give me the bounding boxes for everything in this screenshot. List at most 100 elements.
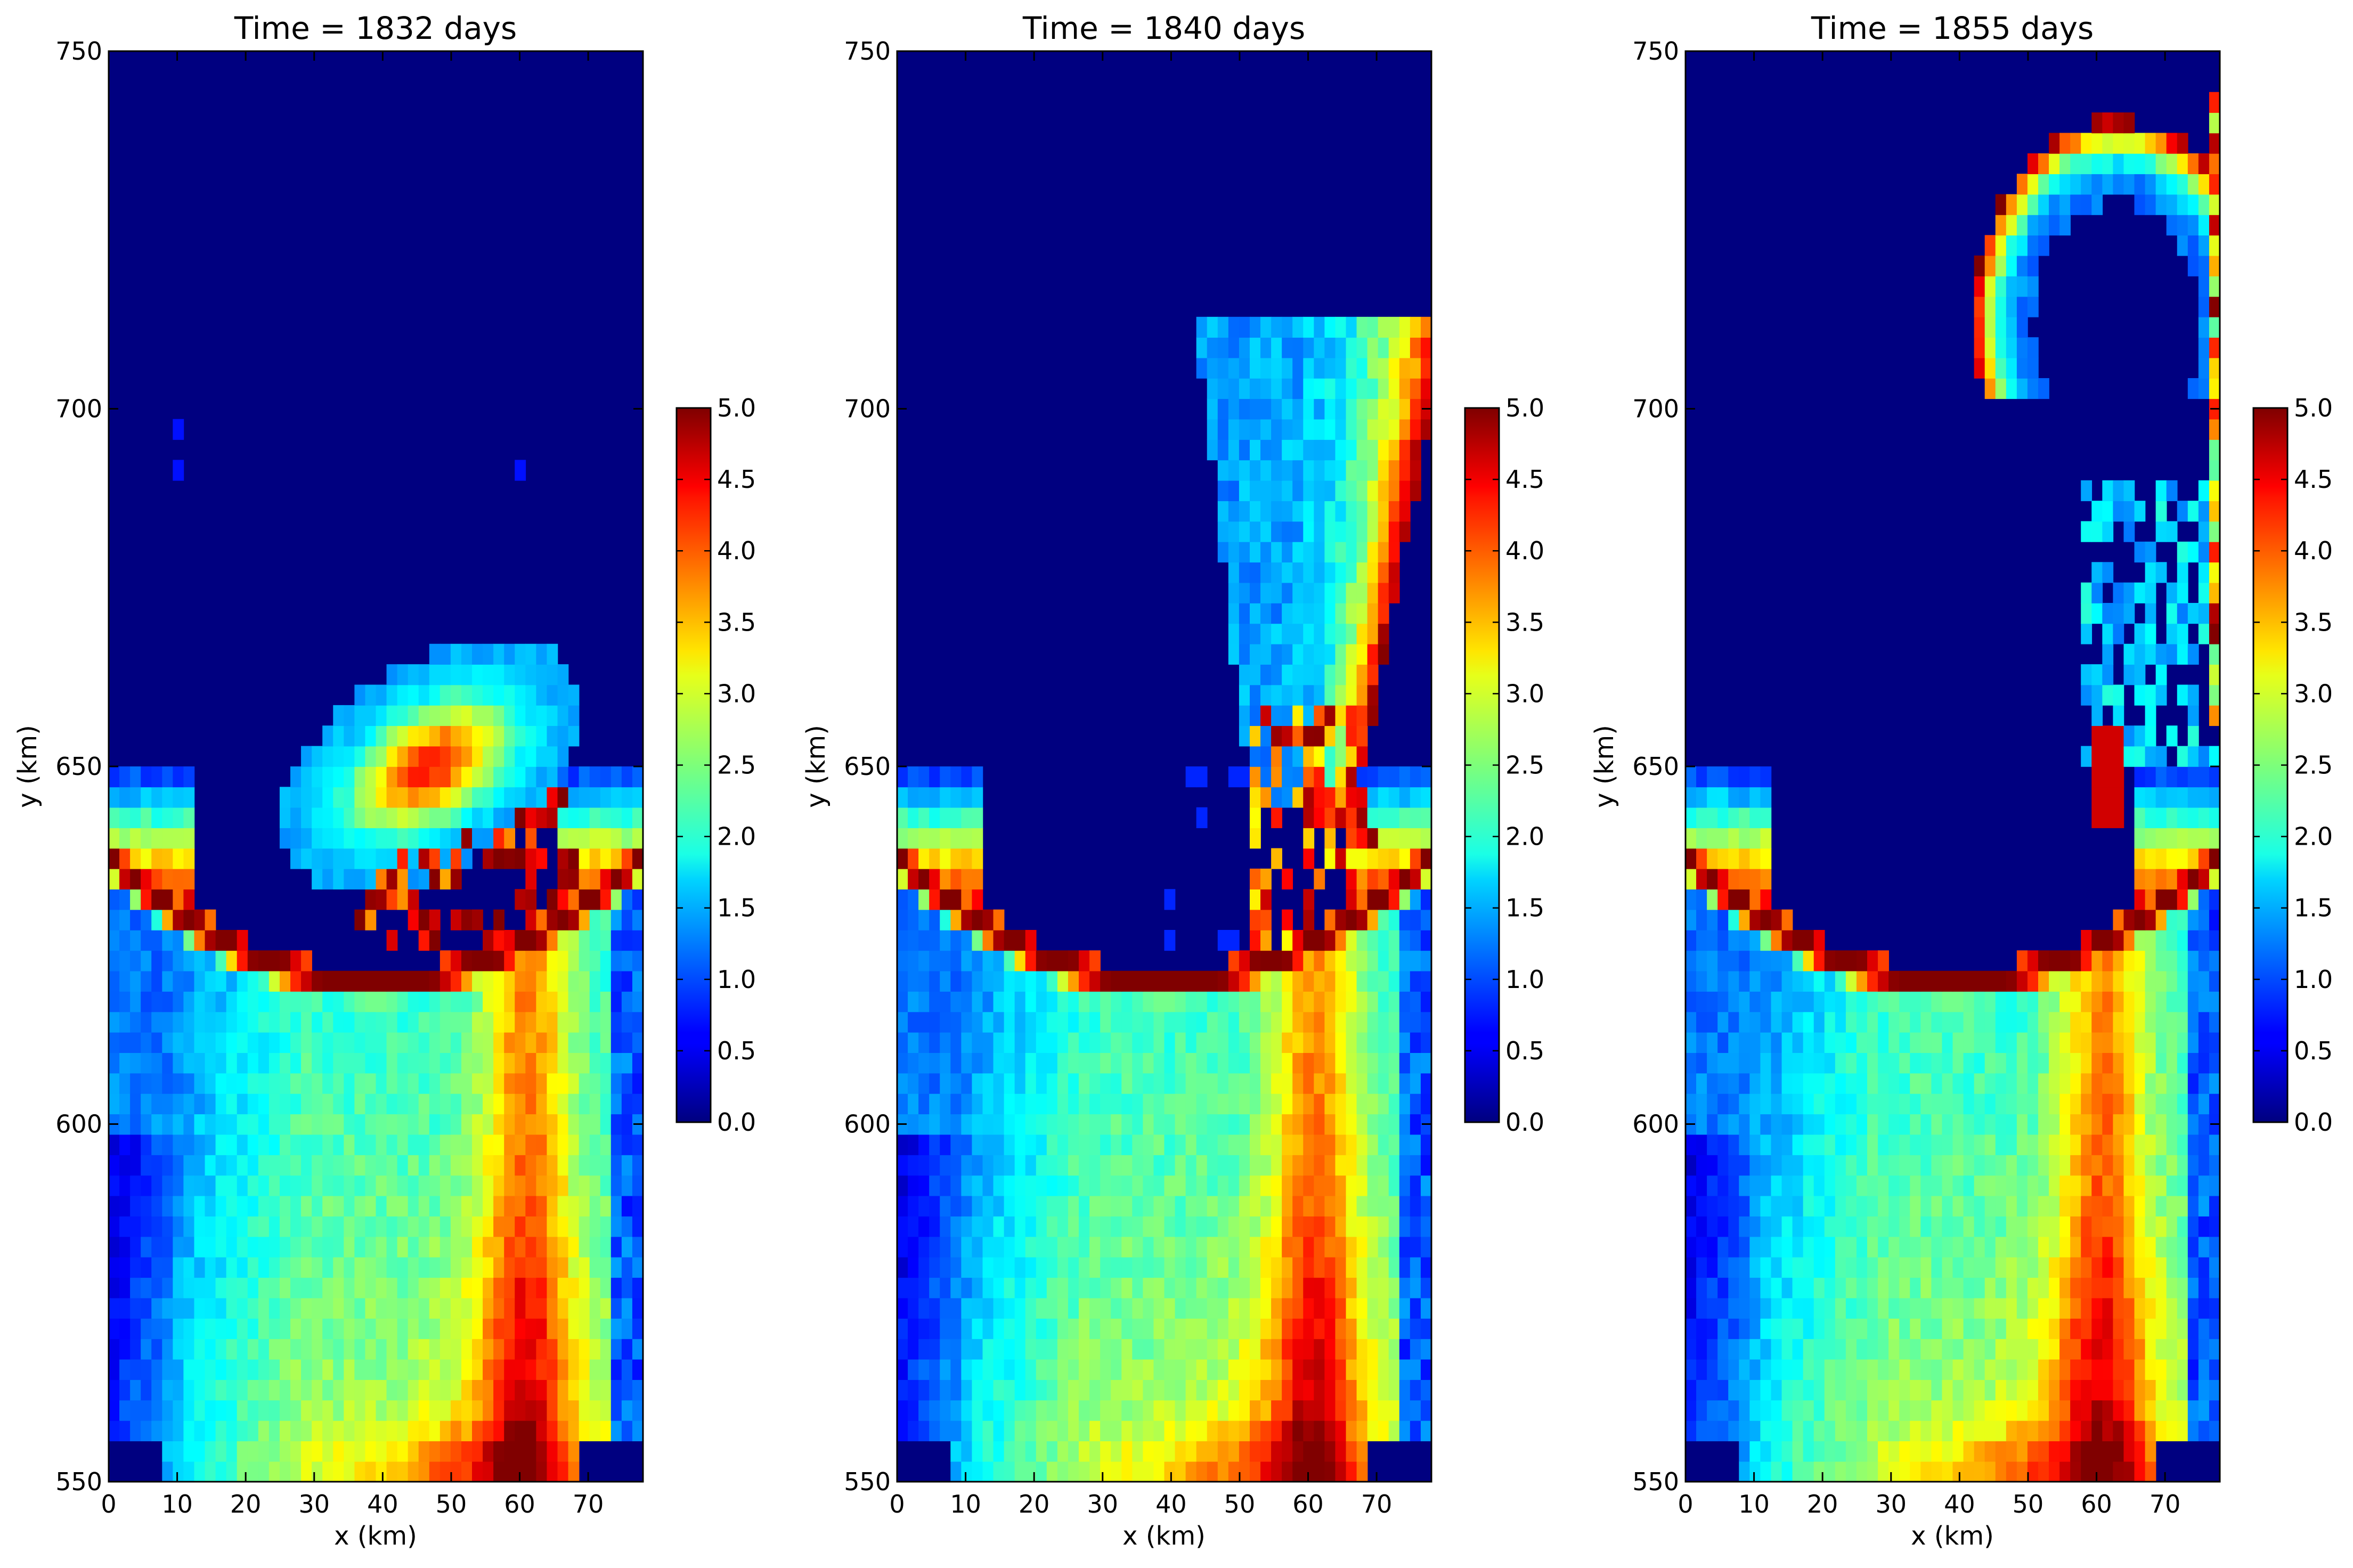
heatmap-cell [1217,1318,1229,1340]
heatmap-cell [194,1175,206,1196]
heatmap-cell [397,970,409,992]
heatmap-cell [1111,1297,1122,1319]
heatmap-cell [918,1134,930,1155]
heatmap-cell [461,1175,473,1196]
heatmap-cell [2081,1338,2093,1360]
heatmap-cell [1760,1297,1772,1319]
heatmap-cell [408,1318,419,1340]
heatmap-cell [215,1052,227,1074]
heatmap-cell [1686,1155,1697,1176]
heatmap-cell [1314,1052,1325,1074]
heatmap-cell [1728,1379,1740,1401]
heatmap-cell [1728,1297,1740,1319]
heatmap-cell [993,970,1005,992]
heatmap-cell [1025,950,1037,971]
heatmap-cell [472,1318,483,1340]
heatmap-cell [472,1379,483,1401]
heatmap-cell [354,868,366,890]
heatmap-cell [397,766,409,788]
heatmap-cell [162,868,174,890]
heatmap-cell [547,1134,558,1155]
heatmap-cell [1888,1338,1900,1360]
heatmap-cell [1856,1256,1868,1278]
heatmap-cell [568,970,580,992]
heatmap-cell [1036,1073,1047,1094]
heatmap-cell [429,991,441,1012]
heatmap-cell [2123,1052,2135,1074]
heatmap-cell [1079,1277,1090,1298]
heatmap-cell [1260,357,1272,379]
heatmap-cell [301,1134,312,1155]
heatmap-cell [1057,991,1069,1012]
heatmap-cell [1867,1134,1878,1155]
heatmap-cell [2102,1114,2114,1135]
heatmap-cell [1717,1359,1729,1380]
heatmap-cell [1185,1338,1197,1360]
heatmap-cell [1249,603,1261,624]
heatmap-cell [2059,1052,2071,1074]
heatmap-cell [982,1175,994,1196]
heatmap-cell [1207,316,1218,338]
heatmap-cell [365,1052,377,1074]
heatmap-cell [1771,1114,1782,1135]
heatmap-cell [1239,1318,1250,1340]
heatmap-cell [1367,439,1379,461]
heatmap-cell [322,766,334,788]
heatmap-cell [1025,1420,1037,1442]
heatmap-cell [1974,1134,1985,1155]
heatmap-cell [1014,1175,1026,1196]
heatmap-cell [483,1195,494,1216]
heatmap-cell [2177,1155,2188,1176]
heatmap-cell [472,705,483,726]
heatmap-cell [1132,1175,1144,1196]
heatmap-cell [1995,1114,2007,1135]
heatmap-cell [2113,1195,2124,1216]
heatmap-cell [1835,1134,1846,1155]
heatmap-cell [982,1318,994,1340]
heatmap-cell [2113,1175,2124,1196]
heatmap-cell [322,1441,334,1462]
heatmap-cell [1335,1338,1347,1360]
heatmap-cell [205,909,216,930]
heatmap-cell [600,1318,612,1340]
heatmap-cell [386,1134,398,1155]
heatmap-cell [1356,603,1368,624]
heatmap-cell [408,1236,419,1257]
heatmap-cell [589,1052,601,1074]
heatmap-cell [439,868,451,890]
heatmap-cell [130,1420,141,1442]
heatmap-cell [1388,950,1400,971]
heatmap-cell [258,1461,270,1482]
heatmap-cell [1835,1277,1846,1298]
heatmap-cell [483,1277,494,1298]
heatmap-cell [1292,501,1304,522]
heatmap-cell [376,1236,387,1257]
heatmap-cell [525,746,537,767]
heatmap-cell [1963,970,1975,992]
heatmap-cell [1089,1338,1101,1360]
heatmap-cell [439,1256,451,1278]
heatmap-cell [610,1032,622,1053]
heatmap-cell [1335,337,1347,358]
heatmap-cell [1984,991,1996,1012]
heatmap-cell [141,787,152,808]
heatmap-cell [493,1297,505,1319]
heatmap-cell [1207,1461,1218,1482]
heatmap-cell [1314,562,1325,583]
heatmap-cell [600,950,612,971]
heatmap-cell [557,1155,569,1176]
heatmap-cell [632,1400,643,1421]
heatmap-cell [1686,1359,1697,1380]
heatmap-cell [1856,1175,1868,1196]
heatmap-cell [1314,1236,1325,1257]
heatmap-cell [365,1093,377,1115]
heatmap-cell [2081,991,2093,1012]
heatmap-cell [1867,1093,1878,1115]
heatmap-cell [1004,1236,1015,1257]
heatmap-cell [268,1461,280,1482]
heatmap-cell [2134,1114,2146,1135]
heatmap-cell [950,868,962,890]
heatmap-cell [1079,1073,1090,1094]
heatmap-cell [2016,1114,2028,1135]
heatmap-cell [461,1318,473,1340]
